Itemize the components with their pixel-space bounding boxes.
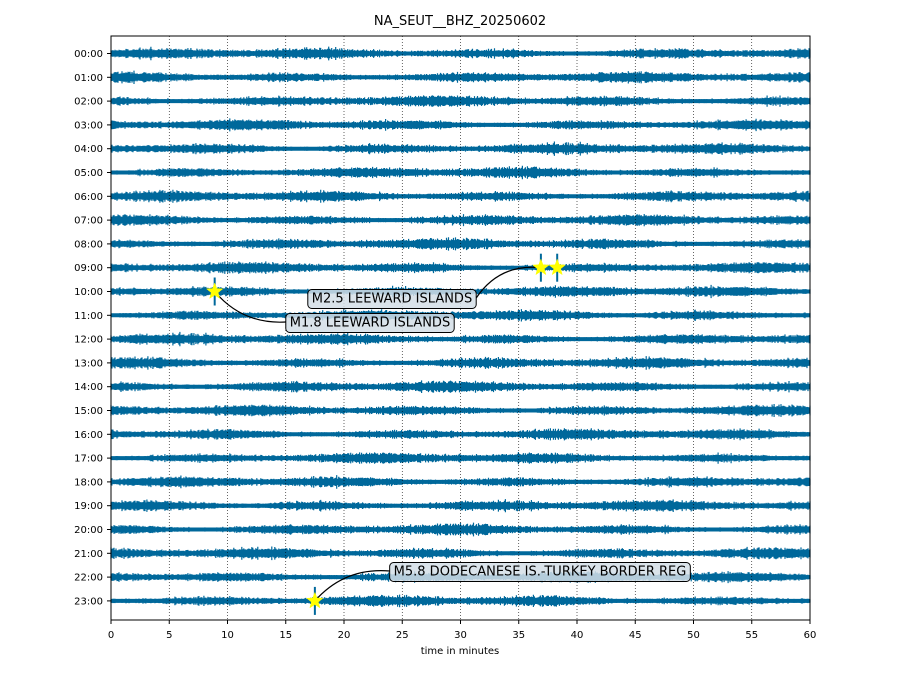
event-label: M1.8 LEEWARD ISLANDS [290, 316, 450, 331]
hour-label: 09:00 [74, 263, 103, 274]
event-label-box [285, 313, 455, 333]
x-tick-label: 20 [338, 630, 351, 641]
x-tick-label: 15 [279, 630, 292, 641]
event-annotation: M1.8 LEEWARD ISLANDS [214, 291, 455, 333]
chart-title: NA_SEUT__BHZ_20250602 [374, 14, 546, 29]
x-tick-label: 25 [396, 630, 409, 641]
event-markers [205, 258, 566, 609]
hour-label: 12:00 [74, 335, 103, 346]
hour-label: 21:00 [74, 549, 103, 560]
hour-label: 11:00 [74, 311, 103, 322]
hour-label: 04:00 [74, 144, 103, 155]
event-star-marker [306, 591, 324, 609]
x-tick-label: 0 [108, 630, 114, 641]
hour-label: 05:00 [74, 168, 103, 179]
hour-label: 10:00 [74, 287, 103, 298]
hour-label: 06:00 [74, 192, 103, 203]
event-annotations: M2.5 LEEWARD ISLANDS M1.8 LEEWARD ISLANDS… [214, 266, 691, 602]
hour-label: 19:00 [74, 501, 103, 512]
x-tick-label: 35 [512, 630, 525, 641]
hour-label: 20:00 [74, 525, 103, 536]
hour-label: 23:00 [74, 596, 103, 607]
event-label: M2.5 LEEWARD ISLANDS [312, 292, 472, 307]
x-tick-label: 5 [166, 630, 172, 641]
event-annotation: M5.8 DODECANESE IS.-TURKEY BORDER REG [314, 562, 691, 602]
x-axis-ticks: 0 5 10 15 20 25 30 35 40 45 50 55 60 [108, 620, 817, 641]
x-tick-label: 60 [804, 630, 817, 641]
x-tick-label: 40 [571, 630, 584, 641]
event-connector [314, 570, 390, 602]
event-star-marker [548, 258, 566, 276]
hour-label: 03:00 [74, 120, 103, 131]
hour-label: 18:00 [74, 477, 103, 488]
hour-label: 07:00 [74, 216, 103, 227]
event-label: M5.8 DODECANESE IS.-TURKEY BORDER REG [394, 565, 687, 580]
x-tick-label: 10 [221, 630, 234, 641]
event-label-box [307, 289, 477, 309]
event-star-marker [205, 282, 224, 299]
x-axis-label: time in minutes [421, 646, 500, 657]
x-tick-label: 45 [629, 630, 642, 641]
hour-label: 17:00 [74, 454, 103, 465]
event-annotation: M2.5 LEEWARD ISLANDS [307, 266, 541, 309]
hour-label: 00:00 [74, 49, 103, 60]
x-tick-label: 30 [454, 630, 467, 641]
y-axis-ticks: 00:00 01:00 02:00 03:00 04:00 05:00 06:00 07:00… [74, 49, 111, 607]
hour-label: 02:00 [74, 97, 103, 108]
event-star-marker [532, 258, 550, 276]
hour-label: 08:00 [74, 239, 103, 250]
hour-label: 16:00 [74, 430, 103, 441]
hour-label: 13:00 [74, 358, 103, 369]
hour-label: 22:00 [74, 573, 103, 584]
hour-label: 01:00 [74, 73, 103, 84]
event-label-box [389, 562, 691, 582]
x-tick-label: 55 [745, 630, 758, 641]
event-connector [214, 291, 286, 323]
hour-label: 15:00 [74, 406, 103, 417]
x-tick-label: 50 [687, 630, 700, 641]
event-connector [475, 266, 541, 299]
hour-label: 14:00 [74, 382, 103, 393]
